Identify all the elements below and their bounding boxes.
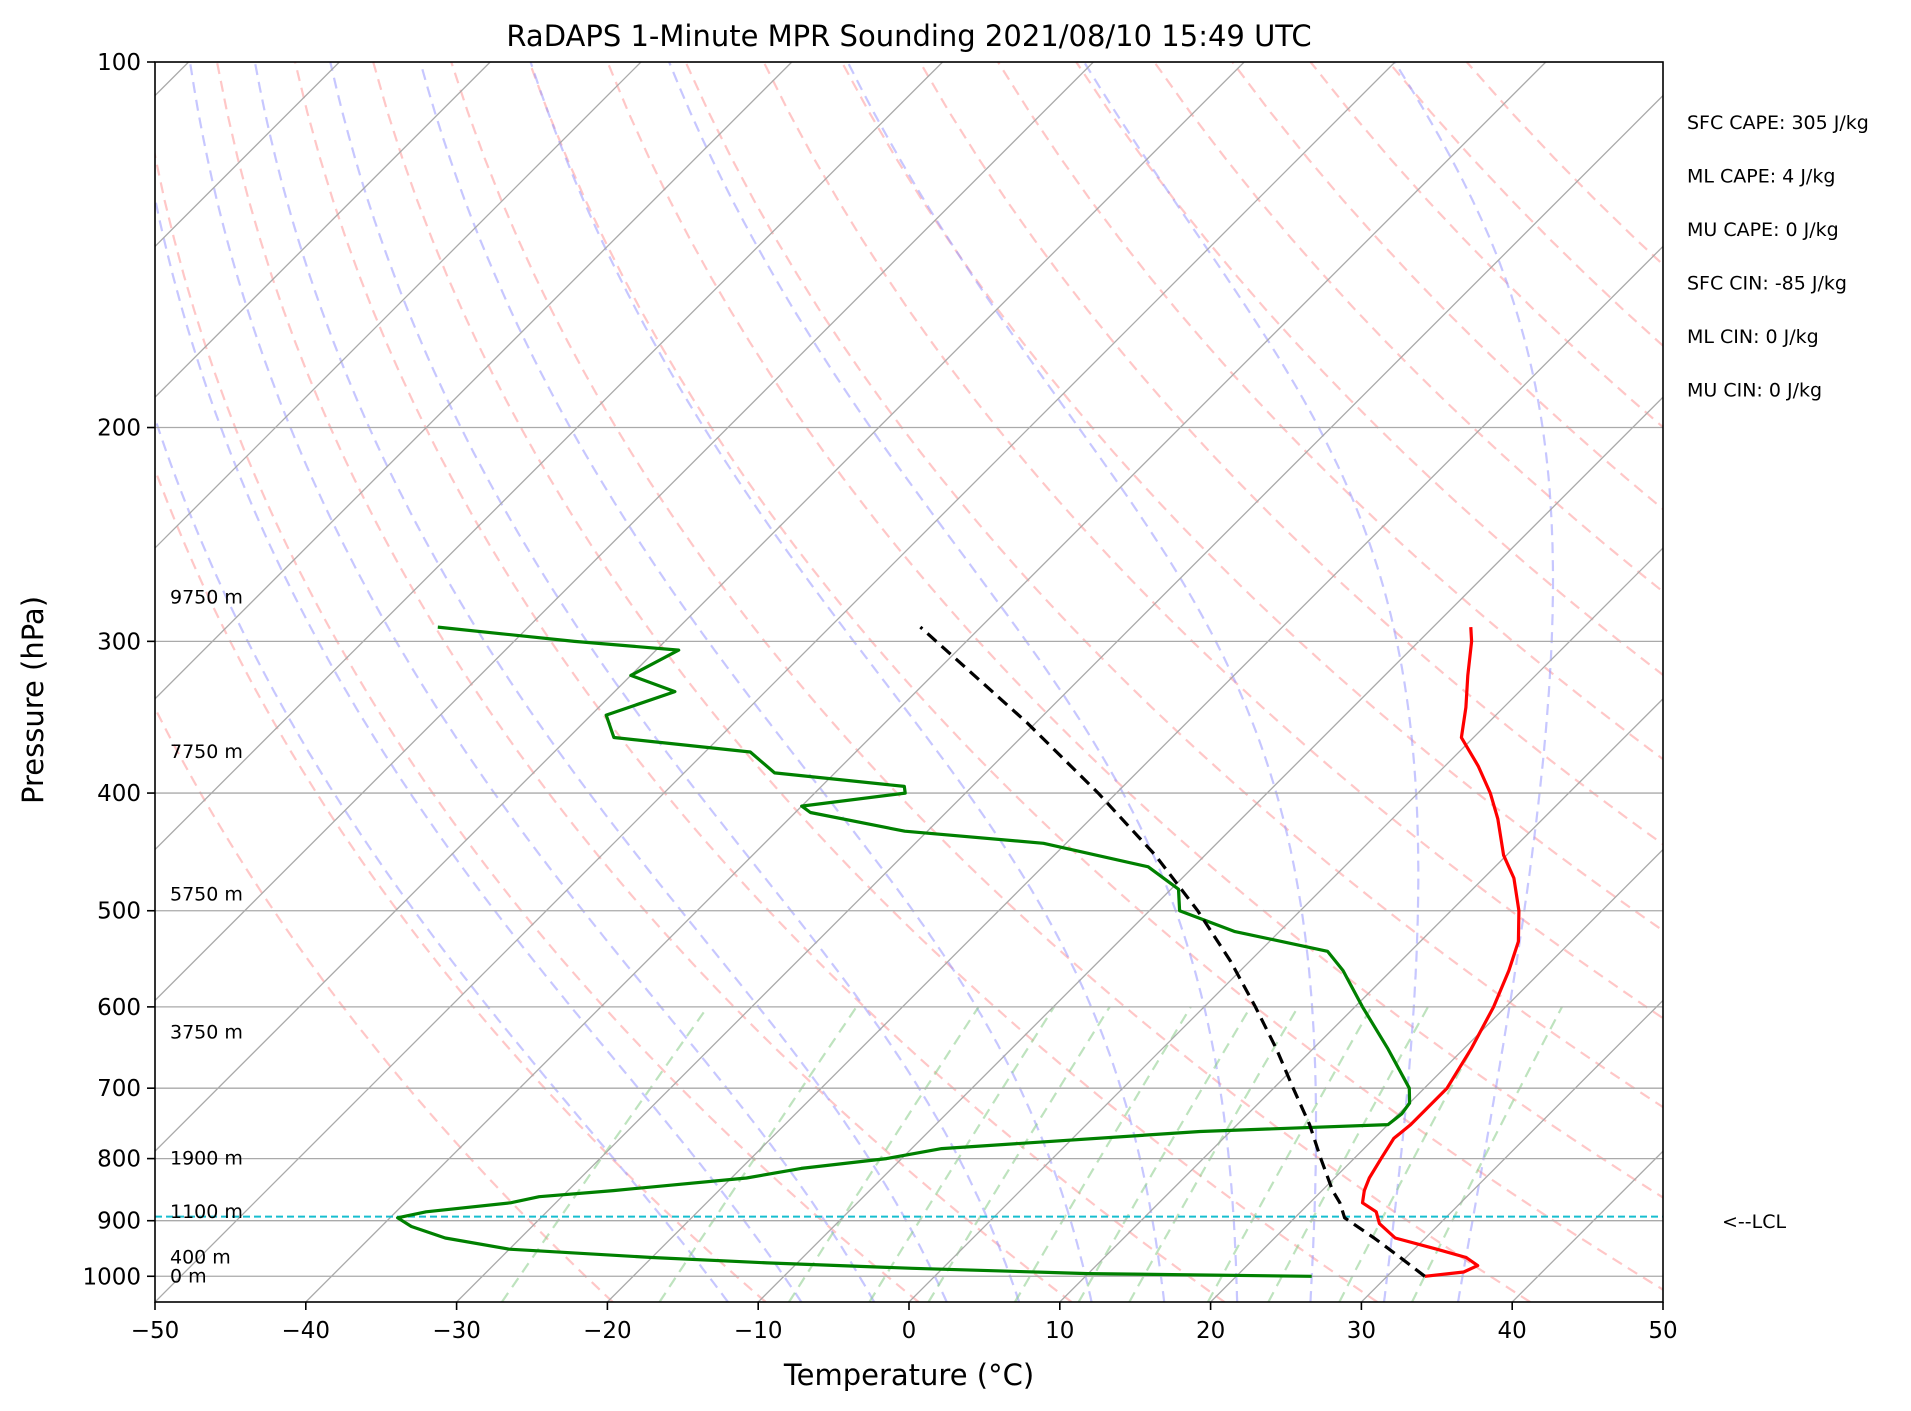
x-tick-label: −30: [432, 1318, 481, 1344]
height-label: 1100 m: [170, 1201, 243, 1223]
y-tick-label: 600: [97, 995, 141, 1021]
y-tick-label: 700: [97, 1076, 141, 1102]
y-tick-label: 300: [97, 629, 141, 655]
x-tick-label: −10: [734, 1318, 783, 1344]
x-tick-label: 30: [1347, 1318, 1376, 1344]
y-tick-label: 1000: [82, 1264, 141, 1290]
x-tick-label: −20: [583, 1318, 632, 1344]
y-tick-label: 800: [97, 1147, 141, 1173]
height-label: 7750 m: [170, 741, 243, 763]
height-label: 1900 m: [170, 1148, 243, 1170]
y-tick-label: 400: [97, 781, 141, 807]
stat-line: MU CIN: 0 J/kg: [1687, 380, 1822, 402]
stat-line: SFC CIN: -85 J/kg: [1687, 273, 1847, 295]
x-tick-label: 0: [902, 1318, 917, 1344]
height-label: 0 m: [170, 1265, 207, 1287]
stat-line: MU CAPE: 0 J/kg: [1687, 219, 1839, 241]
stat-line: SFC CAPE: 305 J/kg: [1687, 112, 1869, 134]
lcl-label: <--LCL: [1722, 1211, 1786, 1233]
x-tick-label: 20: [1196, 1318, 1225, 1344]
y-axis-title: Pressure (hPa): [16, 596, 50, 804]
x-tick-label: 10: [1045, 1318, 1074, 1344]
y-tick-label: 200: [97, 416, 141, 442]
y-tick-label: 100: [97, 50, 141, 76]
chart-title: RaDAPS 1-Minute MPR Sounding 2021/08/10 …: [506, 19, 1311, 53]
x-tick-label: 50: [1648, 1318, 1677, 1344]
height-label: 9750 m: [170, 586, 243, 608]
y-tick-label: 500: [97, 899, 141, 925]
height-label: 5750 m: [170, 884, 243, 906]
height-label: 3750 m: [170, 1022, 243, 1044]
stat-line: ML CAPE: 4 J/kg: [1687, 166, 1835, 188]
x-tick-label: −40: [282, 1318, 331, 1344]
x-tick-label: 40: [1498, 1318, 1527, 1344]
x-tick-label: −50: [131, 1318, 180, 1344]
x-axis-title: Temperature (°C): [783, 1358, 1034, 1392]
y-tick-label: 900: [97, 1209, 141, 1235]
stat-line: ML CIN: 0 J/kg: [1687, 326, 1819, 348]
